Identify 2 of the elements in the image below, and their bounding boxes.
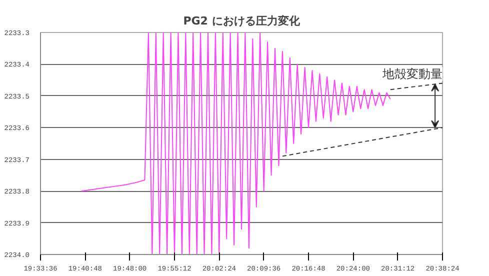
chart-title: PG2 における圧力変化: [183, 14, 301, 28]
annotation: 地殻変動量: [382, 66, 442, 81]
